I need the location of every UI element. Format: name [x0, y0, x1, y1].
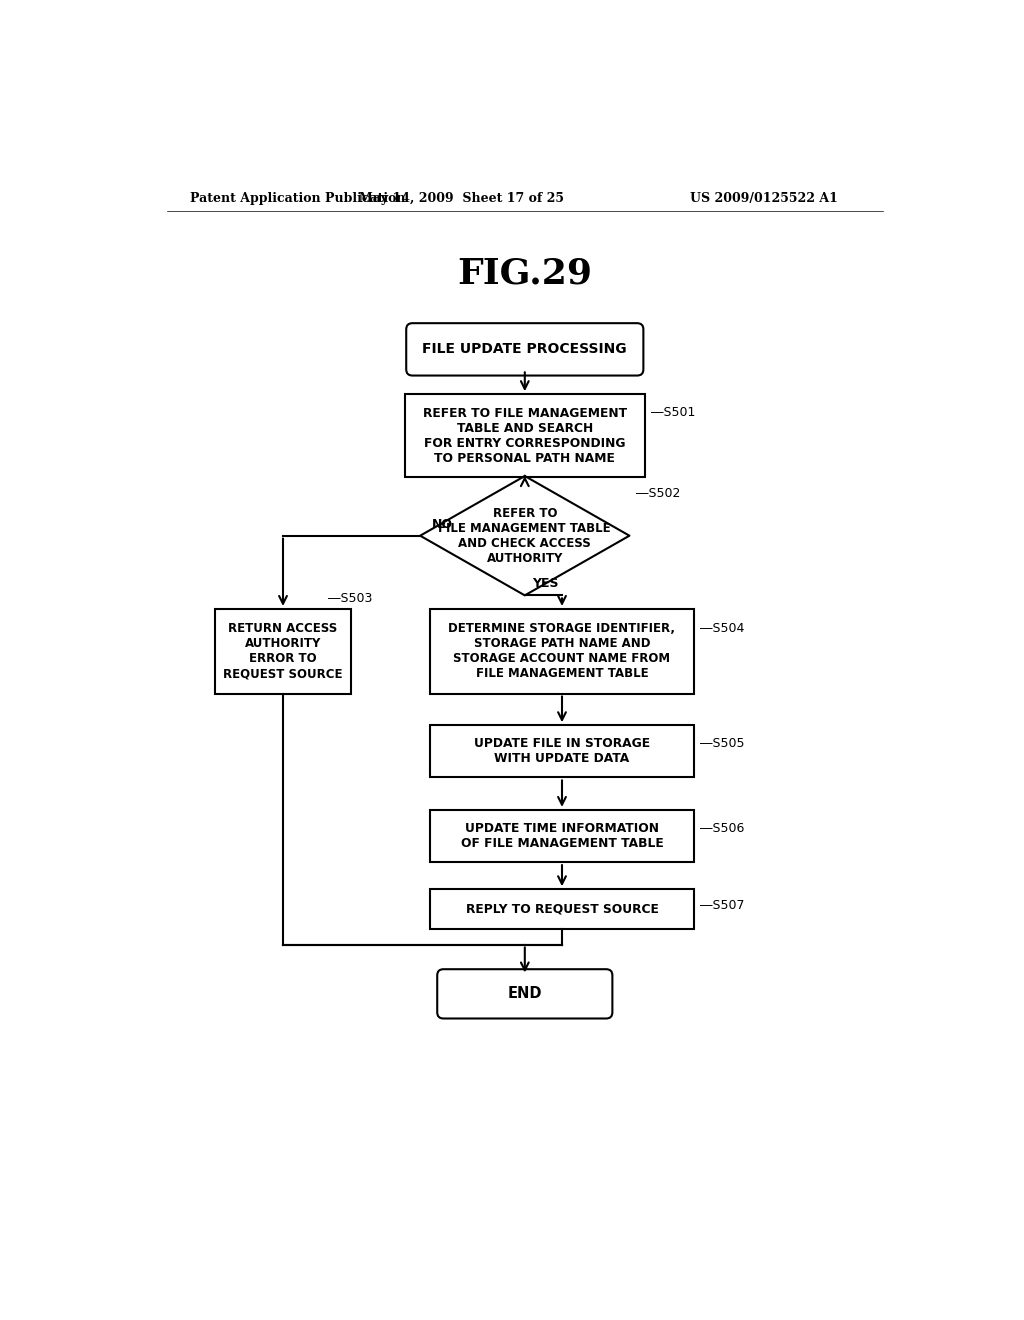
Text: END: END: [508, 986, 542, 1002]
Text: RETURN ACCESS
AUTHORITY
ERROR TO
REQUEST SOURCE: RETURN ACCESS AUTHORITY ERROR TO REQUEST…: [223, 622, 343, 680]
Text: ―S505: ―S505: [700, 737, 744, 750]
Text: FILE UPDATE PROCESSING: FILE UPDATE PROCESSING: [423, 342, 627, 356]
Bar: [430, 890, 693, 929]
Polygon shape: [420, 477, 630, 595]
Text: US 2009/0125522 A1: US 2009/0125522 A1: [689, 191, 838, 205]
Text: REFER TO
FILE MANAGEMENT TABLE
AND CHECK ACCESS
AUTHORITY: REFER TO FILE MANAGEMENT TABLE AND CHECK…: [438, 507, 611, 565]
Text: REPLY TO REQUEST SOURCE: REPLY TO REQUEST SOURCE: [466, 903, 658, 916]
Text: NO: NO: [432, 517, 453, 531]
Text: UPDATE TIME INFORMATION
OF FILE MANAGEMENT TABLE: UPDATE TIME INFORMATION OF FILE MANAGEME…: [461, 822, 664, 850]
Text: ―S507: ―S507: [700, 899, 744, 912]
Text: DETERMINE STORAGE IDENTIFIER,
STORAGE PATH NAME AND
STORAGE ACCOUNT NAME FROM
FI: DETERMINE STORAGE IDENTIFIER, STORAGE PA…: [449, 622, 676, 680]
Text: ―S506: ―S506: [700, 822, 744, 834]
Text: FIG.29: FIG.29: [458, 257, 592, 290]
Text: ―S503: ―S503: [328, 593, 372, 606]
FancyBboxPatch shape: [407, 323, 643, 376]
Text: REFER TO FILE MANAGEMENT
TABLE AND SEARCH
FOR ENTRY CORRESPONDING
TO PERSONAL PA: REFER TO FILE MANAGEMENT TABLE AND SEARC…: [423, 407, 627, 465]
Bar: [404, 395, 645, 478]
FancyBboxPatch shape: [437, 969, 612, 1019]
Text: ―S501: ―S501: [651, 407, 695, 418]
Text: ―S504: ―S504: [700, 622, 744, 635]
Bar: [430, 810, 693, 862]
Bar: [430, 609, 693, 693]
Bar: [430, 725, 693, 777]
Text: ―S502: ―S502: [636, 487, 680, 500]
Text: May 14, 2009  Sheet 17 of 25: May 14, 2009 Sheet 17 of 25: [358, 191, 564, 205]
Text: YES: YES: [532, 577, 559, 590]
Bar: [215, 609, 351, 693]
Text: Patent Application Publication: Patent Application Publication: [190, 191, 406, 205]
Text: UPDATE FILE IN STORAGE
WITH UPDATE DATA: UPDATE FILE IN STORAGE WITH UPDATE DATA: [474, 738, 650, 766]
